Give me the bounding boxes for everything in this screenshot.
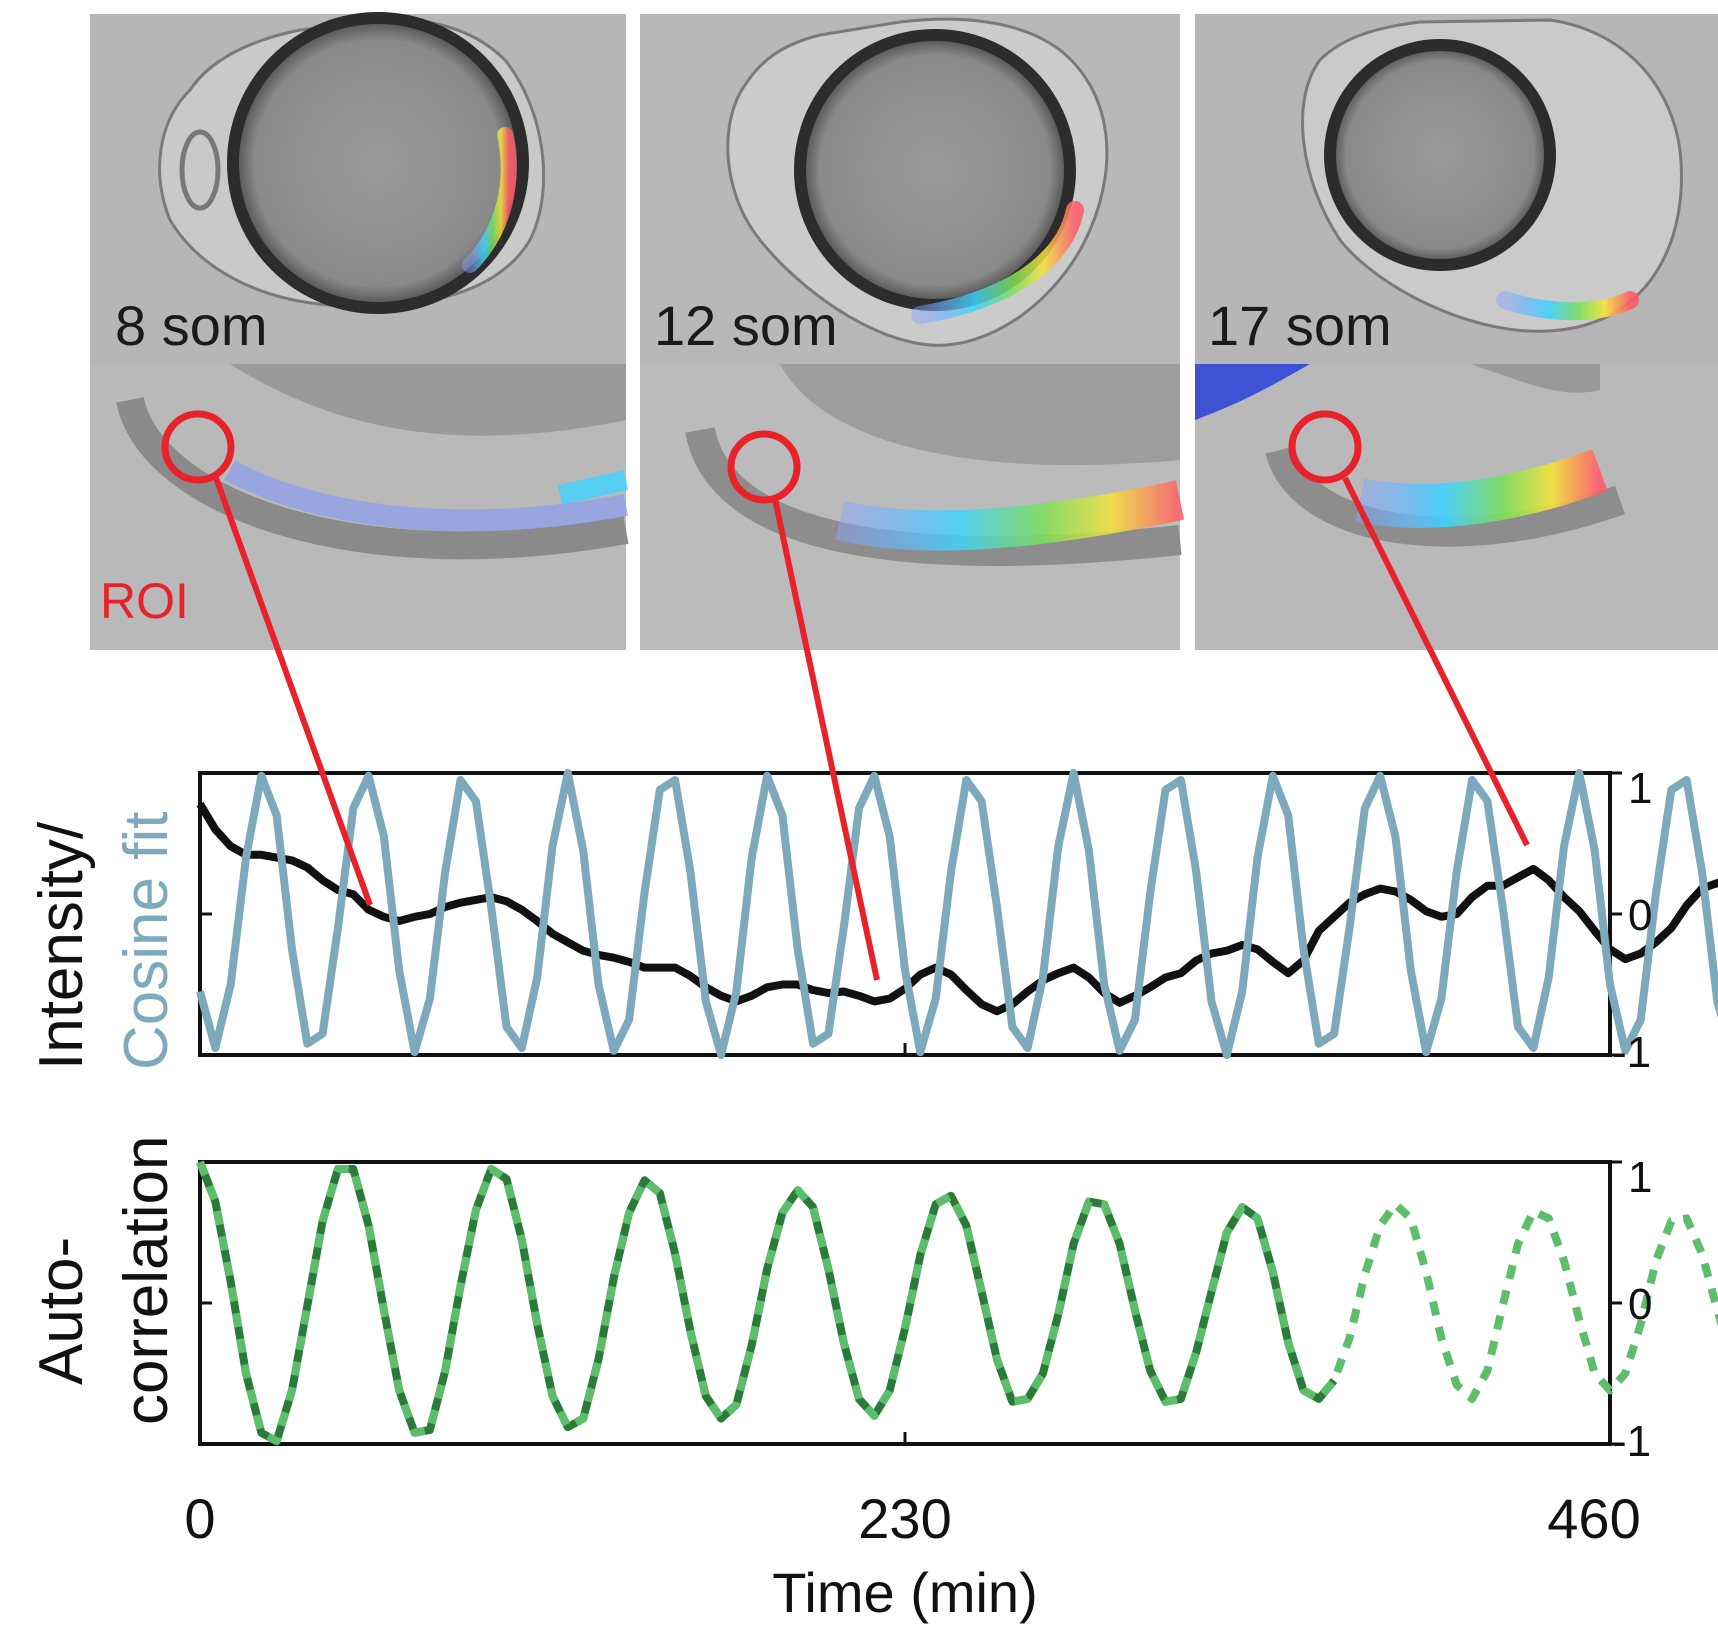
intensity-ylabel-part1: Intensity/ xyxy=(27,821,96,1070)
stage-label-8som: 8 som xyxy=(115,294,268,357)
autocorrelation-chart-series xyxy=(196,1160,1718,1446)
intensity-chart-series xyxy=(196,769,1718,1059)
stage-label-17som: 17 som xyxy=(1208,294,1392,357)
intensity-ytick-neg1: -1 xyxy=(1612,1028,1651,1077)
zoom-17som xyxy=(1195,364,1718,650)
autocorrelation-chart: 1 0 -1 0 230 460 Time (min) Auto- correl… xyxy=(27,1136,1718,1624)
roi-circle-12som xyxy=(727,430,801,504)
micrograph-12som: 12 som xyxy=(640,14,1180,364)
autocorr-ytick-1: 1 xyxy=(1628,1153,1652,1202)
xtick-0: 0 xyxy=(184,1487,215,1550)
xtick-460: 460 xyxy=(1547,1487,1640,1550)
intensity-series-1 xyxy=(196,769,1718,1059)
roi-connector-8som xyxy=(212,473,373,907)
micrograph-8som: 8 som xyxy=(90,12,626,364)
intensity-ytick-1: 1 xyxy=(1628,764,1652,813)
roi-label: ROI xyxy=(100,573,189,629)
roi-connectors xyxy=(212,473,1530,981)
micrograph-17som: 17 som xyxy=(1195,14,1718,364)
xtick-230: 230 xyxy=(858,1487,951,1550)
stage-label-12som: 12 som xyxy=(654,294,838,357)
roi-circle-17som xyxy=(1288,410,1362,484)
intensity-series-0 xyxy=(196,801,1718,1016)
autocorr-ylabel-part2: correlation xyxy=(112,1136,181,1425)
autocorr-ytick-neg1: -1 xyxy=(1612,1417,1651,1466)
roi-circle-8som xyxy=(161,410,235,484)
autocorr-ylabel: Auto- correlation xyxy=(27,1136,181,1425)
autocorr-ylabel-part1: Auto- xyxy=(27,1237,96,1385)
autocorrelation-chart-frame xyxy=(198,1160,1612,1446)
autocorr-ytick-0: 0 xyxy=(1628,1280,1652,1329)
intensity-ytick-0: 0 xyxy=(1628,891,1652,940)
x-axis-label: Time (min) xyxy=(772,1561,1037,1624)
autocorrelation-chart-ticks xyxy=(200,1160,1622,1446)
intensity-ylabel-part2: Cosine fit xyxy=(112,812,181,1070)
autocorrelation-series-1 xyxy=(196,1160,1718,1446)
intensity-chart: 1 0 -1 Intensity/ Cosine fit xyxy=(27,764,1718,1077)
intensity-chart-yticks xyxy=(200,771,1622,1057)
autocorrelation-series-0 xyxy=(196,1160,1338,1446)
roi-connector-12som xyxy=(772,498,880,981)
roi-connector-17som xyxy=(1342,476,1530,847)
zoom-12som xyxy=(640,364,1185,650)
intensity-ylabel: Intensity/ Cosine fit xyxy=(27,805,181,1070)
zoom-8som: ROI xyxy=(90,364,629,650)
